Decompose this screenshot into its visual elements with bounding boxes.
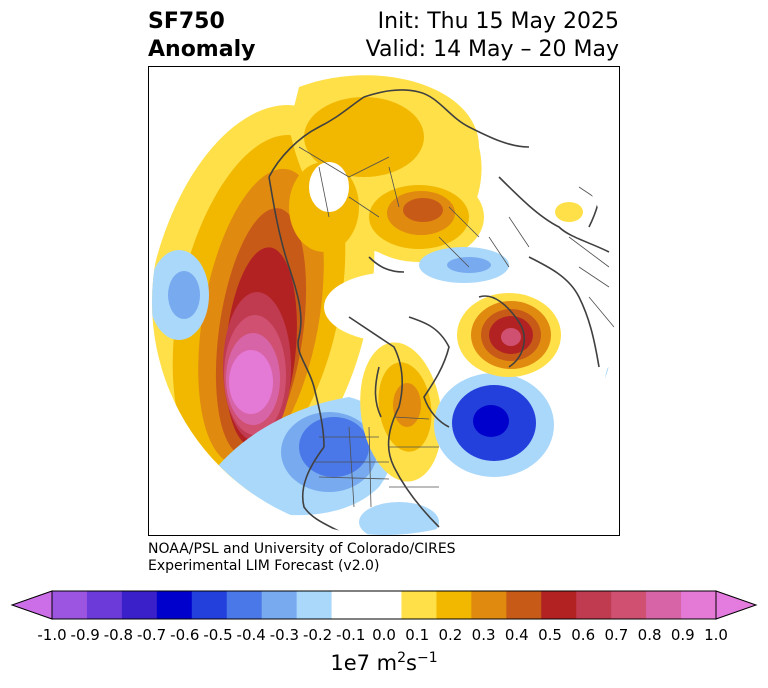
variable-name: SF750 <box>148 9 225 34</box>
colorbar-under-arrow <box>10 590 53 620</box>
colorbar-swatch <box>366 591 402 619</box>
colorbar-swatch <box>331 591 368 619</box>
title-left: SF750 Anomaly <box>148 8 255 64</box>
colorbar-swatch <box>52 591 88 619</box>
colorbar-graphic <box>10 590 758 620</box>
colorbar-tick-label: -0.5 <box>203 626 233 644</box>
colorbar-swatch <box>226 591 263 619</box>
colorbar-swatch <box>681 591 717 619</box>
colorbar-swatch <box>611 591 647 619</box>
colorbar-tick-label: 0.5 <box>538 626 562 644</box>
colorbar-tick-label: 0.8 <box>637 626 662 644</box>
colorbar-tick-label: 0.4 <box>504 626 529 644</box>
colorbar-swatch <box>436 591 472 619</box>
units-mid: s <box>406 651 418 675</box>
colorbar-tick-label: 0.3 <box>471 626 496 644</box>
colorbar-tick-label: -0.3 <box>269 626 300 644</box>
colorbar <box>0 588 768 624</box>
colorbar-tick-label: -0.2 <box>302 626 333 644</box>
valid-range: Valid: 14 May – 20 May <box>365 37 619 62</box>
western-na-trough <box>209 397 439 535</box>
colorbar-tick-label: -0.9 <box>70 626 100 644</box>
colorbar-tick-label: -0.4 <box>236 626 266 644</box>
colorbar-swatch <box>121 591 158 619</box>
colorbar-tick-label: -0.7 <box>136 626 167 644</box>
colorbar-swatch <box>86 591 123 619</box>
colorbar-tick-label: 0.7 <box>604 626 629 644</box>
colorbar-tick-label: 0.2 <box>438 626 463 644</box>
colorbar-tick-label: 0.1 <box>405 626 430 644</box>
north-atlantic-trough <box>434 367 614 477</box>
colorbar-tick-label: -1.0 <box>37 626 67 644</box>
colorbar-tick-label: 0.6 <box>571 626 596 644</box>
colorbar-swatch <box>506 591 542 619</box>
colorbar-swatch <box>261 591 298 619</box>
colorbar-swatch <box>156 591 193 619</box>
central-pacific-trough <box>152 250 209 340</box>
credit: NOAA/PSL and University of Colorado/CIRE… <box>148 541 456 575</box>
british-isles-ridge <box>457 293 561 377</box>
country-borders <box>298 146 615 508</box>
colorbar-tick-label: 0.0 <box>372 626 396 644</box>
colorbar-swatch <box>471 591 507 619</box>
colorbar-tick-label: -0.6 <box>170 626 200 644</box>
colorbar-tick-label: 1.0 <box>704 626 728 644</box>
credit-line1: NOAA/PSL and University of Colorado/CIRE… <box>148 541 456 557</box>
colorbar-tick-label: 0.9 <box>670 626 695 644</box>
colorbar-swatch <box>191 591 228 619</box>
credit-line2: Experimental LIM Forecast (v2.0) <box>148 558 380 574</box>
init-date: Init: Thu 15 May 2025 <box>377 9 619 34</box>
colorbar-tick-label: -0.8 <box>103 626 134 644</box>
colorbar-tick-label: -0.1 <box>336 626 366 644</box>
anomaly-map <box>148 66 620 536</box>
colorbar-swatch <box>296 591 333 619</box>
colorbar-swatch <box>541 591 577 619</box>
colorbar-swatch <box>576 591 612 619</box>
variable-type: Anomaly <box>148 37 256 62</box>
title-right: Init: Thu 15 May 2025 Valid: 14 May – 20… <box>366 8 619 64</box>
colorbar-swatch <box>646 591 682 619</box>
map-graphic <box>152 69 618 535</box>
colorbar-swatch <box>401 591 437 619</box>
colorbar-border <box>51 590 717 620</box>
colorbar-over-arrow <box>715 590 758 620</box>
units-base: 1e7 m <box>330 651 398 675</box>
units-exp1: 2 <box>397 650 407 666</box>
units-exp2: −1 <box>417 650 438 666</box>
eurasia-ridge-anomaly <box>289 75 583 262</box>
colorbar-units: 1e7 m2s−1 <box>330 650 437 675</box>
